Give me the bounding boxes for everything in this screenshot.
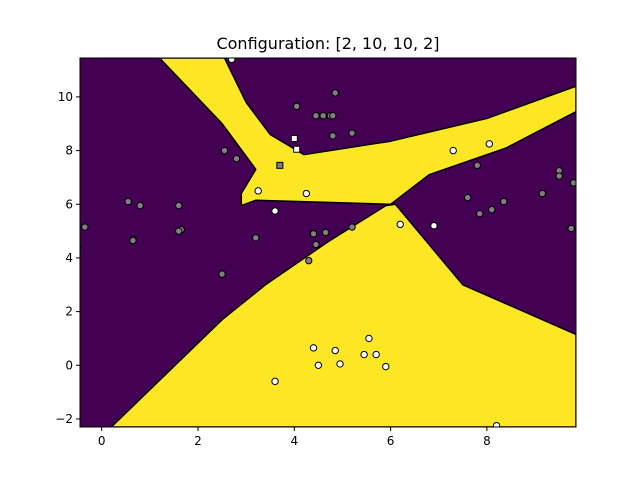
class-0-point — [312, 111, 320, 120]
class-0-point — [175, 227, 183, 235]
class-0-point — [500, 197, 508, 206]
class-0-point — [218, 270, 226, 278]
class-0-point — [220, 146, 229, 155]
class-0-point — [329, 111, 337, 120]
chart-title: Configuration: [2, 10, 10, 2] — [216, 34, 439, 53]
x-axis: 0 2 4 6 8 — [98, 427, 491, 448]
class-1-point — [372, 350, 380, 359]
x-tick-label: 4 — [290, 434, 298, 448]
class-0-point — [329, 132, 337, 140]
class-0-point — [252, 234, 260, 242]
y-tick-label: 10 — [58, 90, 73, 104]
class-1-point — [227, 58, 236, 64]
class-0-point — [555, 172, 563, 180]
class-1-point — [309, 344, 318, 352]
class-0-point — [475, 209, 484, 218]
class-0-point — [463, 193, 472, 202]
y-axis: −2 0 2 4 6 8 10 — [55, 90, 80, 426]
class-0-point — [124, 197, 132, 206]
test-point-square — [276, 161, 284, 169]
y-tick-label: −2 — [55, 412, 73, 426]
class-0-point — [292, 102, 301, 111]
class-1-point — [396, 220, 404, 229]
class-1-point — [365, 334, 373, 343]
decision-regions — [110, 58, 576, 427]
class-1-point — [271, 377, 279, 386]
x-tick-label: 6 — [387, 434, 395, 448]
class-1-point — [331, 346, 339, 355]
class-0-point — [81, 223, 89, 231]
class-0-point — [309, 230, 318, 238]
class-0-point — [232, 154, 241, 163]
class-1-point — [430, 222, 438, 230]
test-point-square — [293, 145, 301, 153]
class-1-point — [360, 350, 368, 359]
class-1-point — [449, 146, 457, 155]
class-1-point — [302, 189, 311, 198]
class-1-region-0 — [158, 58, 576, 207]
class-0-point — [321, 228, 330, 237]
y-tick-label: 4 — [65, 251, 73, 265]
class-0-point — [569, 179, 576, 187]
class-1-point — [336, 360, 344, 368]
test-point-square — [290, 135, 298, 143]
plot-frame — [79, 57, 577, 428]
class-0-point — [348, 129, 356, 137]
x-tick-label: 8 — [483, 434, 491, 448]
x-tick-label: 0 — [98, 434, 106, 448]
y-tick-label: 0 — [65, 358, 73, 372]
class-1-point — [271, 207, 279, 215]
class-1-point — [492, 421, 501, 427]
class-1-region-1 — [110, 203, 576, 427]
class-0-point — [473, 161, 481, 170]
class-0-point — [348, 223, 356, 231]
y-tick-label: 6 — [65, 197, 73, 211]
class-0-point — [319, 111, 327, 120]
class-1-point — [254, 187, 262, 195]
data-points — [80, 58, 576, 427]
class-0-point — [129, 236, 137, 245]
class-0-point — [567, 224, 575, 233]
class-0-point — [305, 256, 313, 265]
class-0-point — [136, 201, 144, 210]
class-0-point — [312, 240, 320, 249]
class-0-point — [175, 201, 183, 210]
class-1-point — [485, 140, 494, 148]
y-tick-label: 2 — [65, 305, 73, 319]
class-0-point — [488, 205, 496, 214]
class-1-point — [314, 361, 323, 369]
y-tick-label: 8 — [65, 144, 73, 158]
class-0-point — [538, 189, 546, 198]
class-1-point — [382, 362, 390, 371]
x-tick-label: 2 — [194, 434, 202, 448]
class-0-point — [331, 89, 339, 97]
